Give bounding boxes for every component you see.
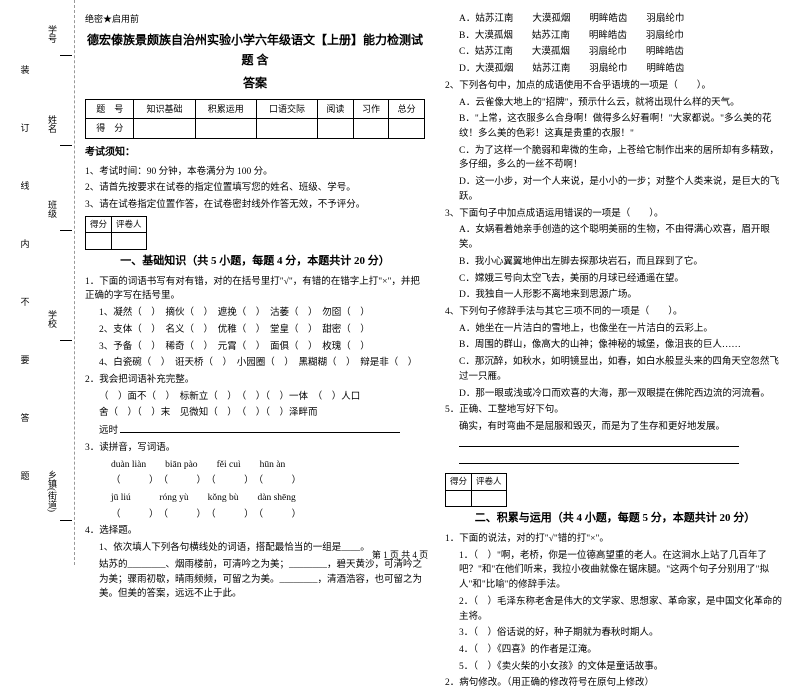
option: B．我小心翼翼地伸出左脚去探那块岩石，而且踩到了它。 (445, 255, 785, 270)
option: D．我独自一人形影不离地来到思源广场。 (445, 288, 785, 303)
option: C．嫦娥三号向太空飞去，美丽的月球已经通遥在望。 (445, 272, 785, 287)
option: B．"上常，这衣服多么合身啊！做得多么好看啊！"大家都说。"多么美的花纹！多么美… (445, 112, 785, 141)
pinyin-row: jū liú róng yù kǒng bù dàn shēng (85, 491, 425, 506)
option: C．姑苏江南 大漠孤烟 羽扇纶巾 明眸皓齿 (445, 45, 785, 60)
label-school: 学校 (46, 310, 59, 328)
option: B．大漠孤烟 姑苏江南 明眸皓齿 羽扇纶巾 (445, 29, 785, 44)
option: D．那一眼或浅或冷口而欢喜的大海，那一双眼提在佛陀西边流的河流看。 (445, 387, 785, 402)
blank-line (445, 454, 785, 470)
p2-option: 2．（ ）毛泽东称老舍是伟大的文学家、思想家、革命家，是中国文化革命的主将。 (445, 595, 785, 624)
exam-subtitle: 答案 (85, 74, 425, 93)
r-q3-stem: 3、下面句子中加点成语运用错误的一项是（ ）。 (445, 207, 785, 222)
q1-line: 1、凝然（ ） 摘伙（ ） 遮挽（ ） 沽萎（ ） 勿囵（ ） (85, 306, 425, 321)
label-student-id: 学号 (46, 25, 59, 43)
right-column: A．姑苏江南 大漠孤烟 明眸皓齿 羽扇纶巾 B．大漠孤烟 姑苏江南 明眸皓齿 羽… (445, 12, 785, 542)
option: B．周围的群山，像高大的山神；像神秘的城堡，像沮丧的巨人…… (445, 338, 785, 353)
blank-row: （ ） （ ） （ ） （ ） (85, 508, 425, 523)
option: A．她坐在一片洁白的雪地上，也像坐在一片洁白的云彩上。 (445, 322, 785, 337)
label-town: 乡镇(街道) (46, 470, 59, 512)
secret-label: 绝密★启用前 (85, 12, 425, 26)
option: A．云雀像大地上的"招牌"，预示什么云，就将出现什么样的天气。 (445, 96, 785, 111)
r-q5-stem: 5．正确、工整地写好下句。 (445, 403, 785, 418)
pinyin-row: duàn liàn biān pào fěi cuì hūn àn (85, 458, 425, 473)
q3-stem: 3．读拼音，写词语。 (85, 441, 425, 456)
page-footer: 第 1 页 共 4 页 (0, 548, 800, 561)
table-row: 得 分 (86, 119, 425, 138)
label-class: 班级 (46, 200, 59, 218)
binding-text: 装 订 线 内 不 要 答 题 (15, 0, 35, 565)
p2-option: 4．（ ）《四喜》的作者是江淹。 (445, 643, 785, 658)
q2-line: 远时 (85, 423, 425, 439)
exam-title: 德宏傣族景颇族自治州实验小学六年级语文【上册】能力检测试题 含 (85, 31, 425, 69)
table-row: 题 号 知识基础 积累运用 口语交际 阅读 习作 总分 (86, 99, 425, 118)
p2-option: 3．（ ）俗话说的好，种子期就为春秋时期人。 (445, 626, 785, 641)
option: C．为了这样一个脆弱和卑微的生命，上苍给它制作出来的居所却有多精致，多仔细，多么… (445, 144, 785, 173)
q4-stem: 4．选择题。 (85, 524, 425, 539)
p2-q2: 2．病句修改。（用正确的修改符号在原句上修改） (445, 676, 785, 691)
blank-line (445, 437, 785, 453)
q2-line: 舍（ ）（ ）末 见微知（ ） （ ）（ ）泽畔而 (85, 406, 425, 421)
q2-stem: 2．我会把词语补充完整。 (85, 373, 425, 388)
blank-row: （ ） （ ） （ ） （ ） (85, 474, 425, 489)
q2-line: （ ）面不（ ） 标新立（ ） （ ）（ ）一体 （ ）人口 (85, 390, 425, 405)
notice-item: 1、考试时间：90 分钟，本卷满分为 100 分。 (85, 165, 425, 180)
p2-q1-stem: 1．下面的说法，对的打"√"错的打"×"。 (445, 532, 785, 547)
notice-item: 2、请首先按要求在试卷的指定位置填写您的姓名、班级、学号。 (85, 181, 425, 196)
blank-line (120, 423, 400, 433)
mini-score-table: 得分评卷人 (85, 216, 147, 250)
p2-option: 5．（ ）《卖火柴的小女孩》的文体是童话故事。 (445, 660, 785, 675)
q1-stem: 1．下面的词语书写有对有错，对的在括号里打"√"，有错的在错字上打"×"，并把正… (85, 275, 425, 304)
option: D．这一小步，对一个人来说，是小小的一步；对整个人类来说，是巨大的飞跃。 (445, 175, 785, 204)
option: D．大漠孤烟 姑苏江南 羽扇纶巾 明眸皓齿 (445, 62, 785, 77)
r-q5-line: 确实，有时弯曲不是屈服和毁灭，而是为了生存和更好地发展。 (445, 420, 785, 435)
q1-line: 3、予备（ ） 稀奇（ ） 元霄（ ） 面俱（ ） 枚瑰（ ） (85, 340, 425, 355)
binding-sidebar: 装 订 线 内 不 要 答 题 学号 姓名 班级 学校 乡镇(街道) (0, 0, 75, 565)
q1-line: 4、白瓷碗（ ） 诳天桥（ ） 小园圈（ ） 黑糊糊（ ） 辩是非（ ） (85, 356, 425, 371)
left-column: 绝密★启用前 德宏傣族景颇族自治州实验小学六年级语文【上册】能力检测试题 含 答… (85, 12, 425, 542)
q1-line: 2、支体（ ） 名义（ ） 优稚（ ） 堂皇（ ） 甜密（ ） (85, 323, 425, 338)
part2-title: 二、积累与运用（共 4 小题，每题 5 分，本题共计 20 分） (445, 510, 785, 528)
r-q4-stem: 4、下列句子修辞手法与其它三项不同的一项是（ ）。 (445, 305, 785, 320)
option: A．姑苏江南 大漠孤烟 明眸皓齿 羽扇纶巾 (445, 12, 785, 27)
score-table: 题 号 知识基础 积累运用 口语交际 阅读 习作 总分 得 分 (85, 99, 425, 139)
part1-title: 一、基础知识（共 5 小题，每题 4 分，本题共计 20 分） (85, 253, 425, 271)
mini-score-table: 得分评卷人 (445, 473, 507, 507)
notice-item: 3、请在试卷指定位置作答，在试卷密封线外作答无效，不予评分。 (85, 198, 425, 213)
r-q2-stem: 2、下列各句中，加点的成语使用不合乎语境的一项是（ ）。 (445, 79, 785, 94)
page-content: 绝密★启用前 德宏傣族景颇族自治州实验小学六年级语文【上册】能力检测试题 含 答… (85, 12, 785, 542)
side-labels: 学号 姓名 班级 学校 乡镇(街道) (38, 0, 73, 565)
option: A．女娲看着她亲手创造的这个聪明美丽的生物，不由得满心欢喜，眉开眼笑。 (445, 223, 785, 252)
notice-heading: 考试须知： (85, 145, 425, 161)
option: C．那沉醉，如秋水，如明镜显出，如春，如白水般显头来的四角天空忽然飞过一只雁。 (445, 355, 785, 384)
label-name: 姓名 (46, 115, 59, 133)
